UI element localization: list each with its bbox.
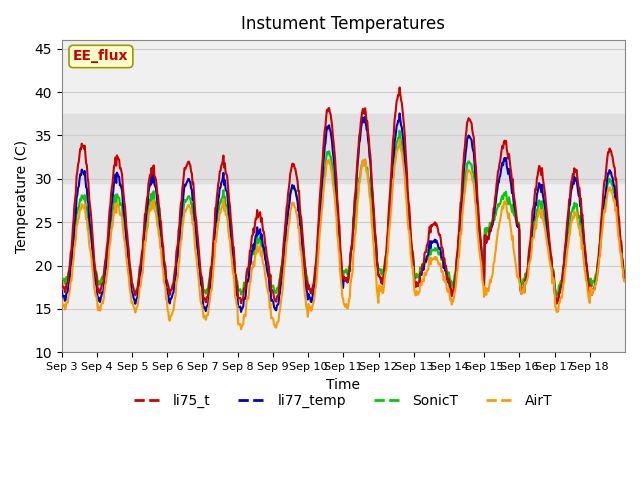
X-axis label: Time: Time <box>326 377 360 392</box>
Title: Instument Temperatures: Instument Temperatures <box>241 15 445 33</box>
Y-axis label: Temperature (C): Temperature (C) <box>15 140 29 253</box>
Text: EE_flux: EE_flux <box>73 49 129 63</box>
Legend: li75_t, li77_temp, SonicT, AirT: li75_t, li77_temp, SonicT, AirT <box>129 389 559 414</box>
Bar <box>62 114 625 183</box>
